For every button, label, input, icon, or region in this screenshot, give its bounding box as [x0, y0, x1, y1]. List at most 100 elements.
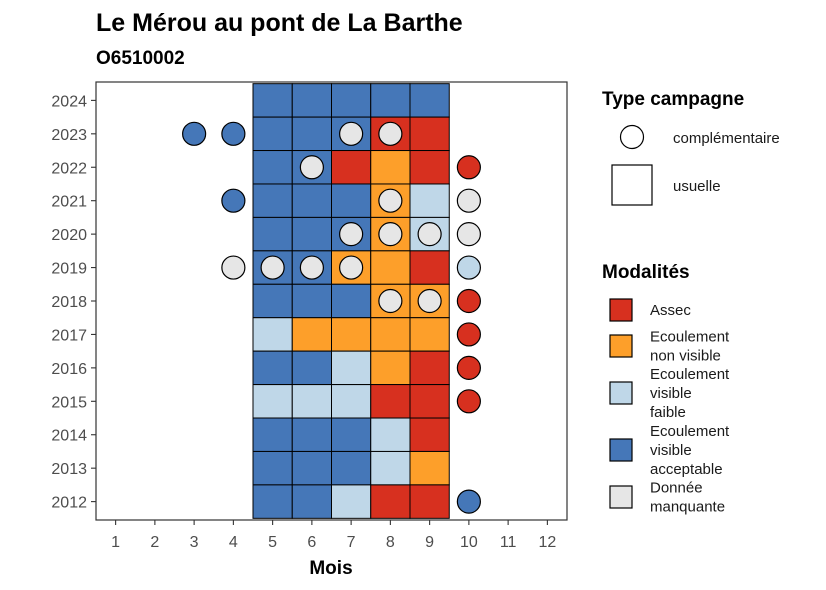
cell-2014-m8 — [370, 417, 411, 452]
cell-2017-m7 — [331, 317, 372, 352]
x-tick-9: 9 — [425, 534, 434, 551]
cell-2014-m6 — [291, 417, 332, 452]
cell-2023-m6 — [291, 116, 332, 152]
x-tick-1: 1 — [111, 534, 120, 551]
cell-2022-m5 — [252, 150, 293, 185]
cell-2024-m6 — [291, 83, 332, 118]
x-tick-6: 6 — [307, 534, 316, 551]
point-2021-m10 — [456, 188, 481, 213]
y-tick-2020: 2020 — [51, 227, 87, 244]
chart-subtitle: O6510002 — [96, 48, 185, 69]
point-2017-m10 — [456, 322, 481, 347]
point-2023-m8 — [378, 121, 403, 146]
legend-label-ecoulement-visible-faible: Ecoulement visible faible — [650, 366, 730, 421]
y-tick-2014: 2014 — [51, 428, 87, 445]
point-2012-m10 — [456, 489, 481, 514]
cell-2012-m6 — [291, 484, 332, 519]
cell-2013-m6 — [291, 450, 332, 486]
legend-label-complementaire: complémentaire — [673, 130, 780, 147]
x-axis-title: Mois — [309, 558, 352, 579]
legend-title-type: Type campagne — [602, 89, 744, 110]
legend-key-complementaire — [619, 124, 645, 150]
cell-2016-m7 — [331, 350, 372, 386]
y-tick-2012: 2012 — [51, 495, 87, 512]
y-tick-2021: 2021 — [51, 194, 87, 211]
cell-2015-m6 — [291, 384, 332, 419]
x-tick-5: 5 — [268, 534, 277, 551]
legend-key-usuelle — [611, 164, 653, 206]
cell-2015-m5 — [252, 384, 293, 419]
x-tick-7: 7 — [347, 534, 356, 551]
x-axis: 1 2 3 4 5 6 7 8 9 10 11 12 — [111, 520, 556, 551]
cell-2016-m9 — [409, 350, 450, 386]
legend-label-ecoulement-visible-acceptable: Ecoulement visible acceptable — [650, 423, 730, 478]
cell-2018-m6 — [291, 283, 332, 319]
legend-label-ecoulement-non-visible: Ecoulement non visible — [650, 329, 730, 365]
point-2018-m10 — [456, 288, 481, 314]
cell-2019-m9 — [409, 250, 450, 285]
x-tick-2: 2 — [150, 534, 159, 551]
point-2019-m6 — [299, 255, 324, 280]
cell-2021-m9 — [409, 183, 450, 218]
cell-2016-m8 — [370, 350, 411, 386]
cell-2013-m7 — [331, 450, 372, 486]
point-2020-m7 — [339, 222, 364, 247]
y-tick-2024: 2024 — [51, 93, 87, 110]
x-tick-8: 8 — [386, 534, 395, 551]
y-tick-2019: 2019 — [51, 261, 87, 278]
cell-2015-m9 — [409, 384, 450, 419]
cell-2022-m7 — [331, 150, 372, 185]
point-2019-m7 — [339, 255, 364, 280]
point-2019-m10 — [456, 255, 481, 280]
point-2021-m8 — [378, 188, 403, 213]
cell-2017-m6 — [291, 317, 332, 352]
cell-2014-m5 — [252, 417, 293, 452]
cell-2018-m5 — [252, 283, 293, 319]
x-tick-11: 11 — [500, 534, 517, 551]
chart-title: Le Mérou au pont de La Barthe — [96, 9, 463, 37]
cell-2015-m7 — [331, 384, 372, 419]
cell-2022-m9 — [409, 150, 450, 185]
legend-title-modalites: Modalités — [602, 262, 690, 283]
cell-2012-m9 — [409, 484, 450, 519]
cell-2013-m8 — [370, 450, 411, 486]
legend-key-ecoulement-visible-acceptable — [609, 438, 633, 462]
y-tick-2023: 2023 — [51, 127, 87, 144]
complementaire-points — [182, 121, 481, 514]
cell-2014-m9 — [409, 417, 450, 452]
y-tick-2018: 2018 — [51, 294, 87, 311]
y-tick-2016: 2016 — [51, 361, 87, 378]
y-axis: 2012 2013 2014 2015 2016 2017 2018 2019 2020 2021… — [51, 93, 96, 512]
point-2016-m10 — [456, 355, 481, 380]
point-2019-m5 — [260, 255, 285, 280]
cell-2015-m8 — [370, 384, 411, 419]
legend-label-donnee-manquante: Donnée manquante — [650, 480, 725, 516]
cell-2024-m8 — [370, 83, 411, 118]
cell-2016-m6 — [291, 350, 332, 386]
y-tick-2015: 2015 — [51, 394, 87, 411]
y-tick-2022: 2022 — [51, 160, 87, 177]
cell-2024-m9 — [409, 83, 450, 118]
cell-2018-m7 — [331, 283, 372, 319]
point-2019-m4 — [221, 255, 246, 280]
point-2021-m4 — [221, 188, 246, 213]
point-2018-m8 — [378, 288, 403, 314]
point-2022-m10 — [456, 155, 481, 180]
point-2023-m3 — [182, 121, 207, 146]
cell-2020-m5 — [252, 216, 293, 252]
x-tick-3: 3 — [190, 534, 199, 551]
point-2018-m9 — [417, 288, 442, 314]
legend: Type campagne complémentaire usuelle Modali… — [602, 89, 780, 516]
cell-2012-m5 — [252, 484, 293, 519]
cell-2013-m9 — [409, 450, 450, 486]
x-tick-10: 10 — [460, 534, 478, 551]
point-2022-m6 — [299, 155, 324, 180]
cell-2017-m8 — [370, 317, 411, 352]
cell-2012-m7 — [331, 484, 372, 519]
cell-2012-m8 — [370, 484, 411, 519]
legend-key-ecoulement-visible-faible — [609, 381, 633, 405]
x-tick-4: 4 — [229, 534, 238, 551]
cell-2017-m9 — [409, 317, 450, 352]
cell-2023-m9 — [409, 116, 450, 152]
